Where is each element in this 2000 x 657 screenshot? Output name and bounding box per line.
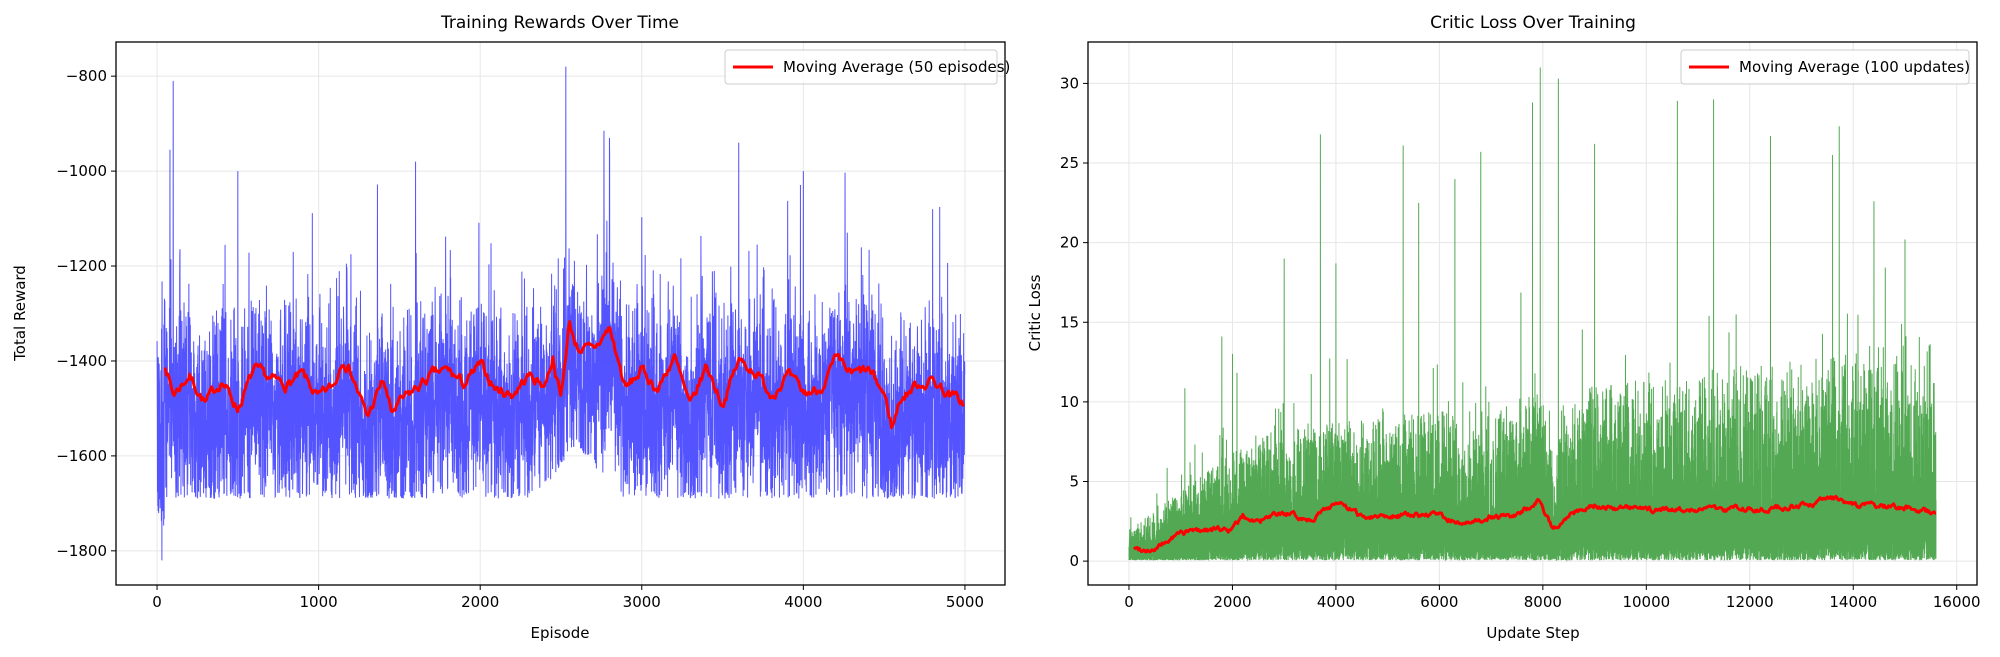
critic-legend: Moving Average (100 updates) [1680, 49, 1970, 85]
critic-y-tick-label: 30 [1060, 74, 1079, 92]
rewards-axes-frame [115, 41, 1006, 586]
rewards-y-tick-label: −1600 [56, 447, 107, 465]
critic-y-tick-label: 25 [1060, 154, 1079, 172]
rewards-xlabel: Episode [531, 624, 590, 642]
rewards-moving-average-line [163, 320, 965, 430]
critic-title: Critic Loss Over Training [1430, 13, 1636, 33]
critic-x-tick-label: 16000 [1933, 593, 1981, 611]
rewards-x-tick-label: 2000 [461, 593, 499, 611]
critic-y-tick-label: 0 [1069, 552, 1079, 570]
rewards-title: Training Rewards Over Time [440, 13, 679, 33]
rewards-legend: Moving Average (50 episodes) [724, 49, 1010, 85]
rewards-ylabel: Total Reward [11, 265, 29, 362]
rewards-x-tick-label: 5000 [946, 593, 984, 611]
rewards-y-tick-label: −800 [66, 67, 107, 85]
rewards-legend-box [724, 49, 998, 85]
critic-x-tick-label: 4000 [1317, 593, 1355, 611]
rewards-x-tick-label: 4000 [784, 593, 822, 611]
rewards-x-tick-label: 0 [152, 593, 162, 611]
rewards-plot: Training Rewards Over Time Episode Total… [11, 13, 1010, 642]
critic-x-tick-label: 12000 [1726, 593, 1774, 611]
critic-x-tick-label: 2000 [1213, 593, 1251, 611]
rewards-x-tick-label: 1000 [300, 593, 338, 611]
rewards-legend-label: Moving Average (50 episodes) [783, 58, 1010, 76]
critic-x-tick-label: 0 [1124, 593, 1134, 611]
critic-legend-box [1680, 49, 1970, 85]
rewards-y-tick-label: −1400 [56, 352, 107, 370]
critic-x-tick-label: 8000 [1524, 593, 1562, 611]
critic-y-tick-label: 15 [1060, 313, 1079, 331]
rewards-x-tick-label: 3000 [623, 593, 661, 611]
critic-moving-average-line [1132, 494, 1937, 554]
critic-x-tick-label: 14000 [1829, 593, 1877, 611]
critic-legend-label: Moving Average (100 updates) [1739, 58, 1970, 76]
critic-ylabel: Critic Loss [1026, 274, 1044, 351]
critic-y-tick-label: 5 [1069, 472, 1079, 490]
rewards-y-tick-label: −1800 [56, 542, 107, 560]
critic-axes-frame [1087, 41, 1978, 586]
critic-plot: Critic Loss Over Training Update Step Cr… [1026, 13, 1981, 642]
critic-y-tick-label: 10 [1060, 393, 1079, 411]
critic-raw-series-line [1128, 67, 1937, 562]
critic-y-tick-label: 20 [1060, 234, 1079, 252]
rewards-y-tick-label: −1000 [56, 162, 107, 180]
rewards-raw-series-line [156, 66, 966, 561]
rewards-y-tick-label: −1200 [56, 257, 107, 275]
critic-xlabel: Update Step [1486, 624, 1579, 642]
critic-x-tick-label: 6000 [1420, 593, 1458, 611]
critic-x-tick-label: 10000 [1622, 593, 1670, 611]
